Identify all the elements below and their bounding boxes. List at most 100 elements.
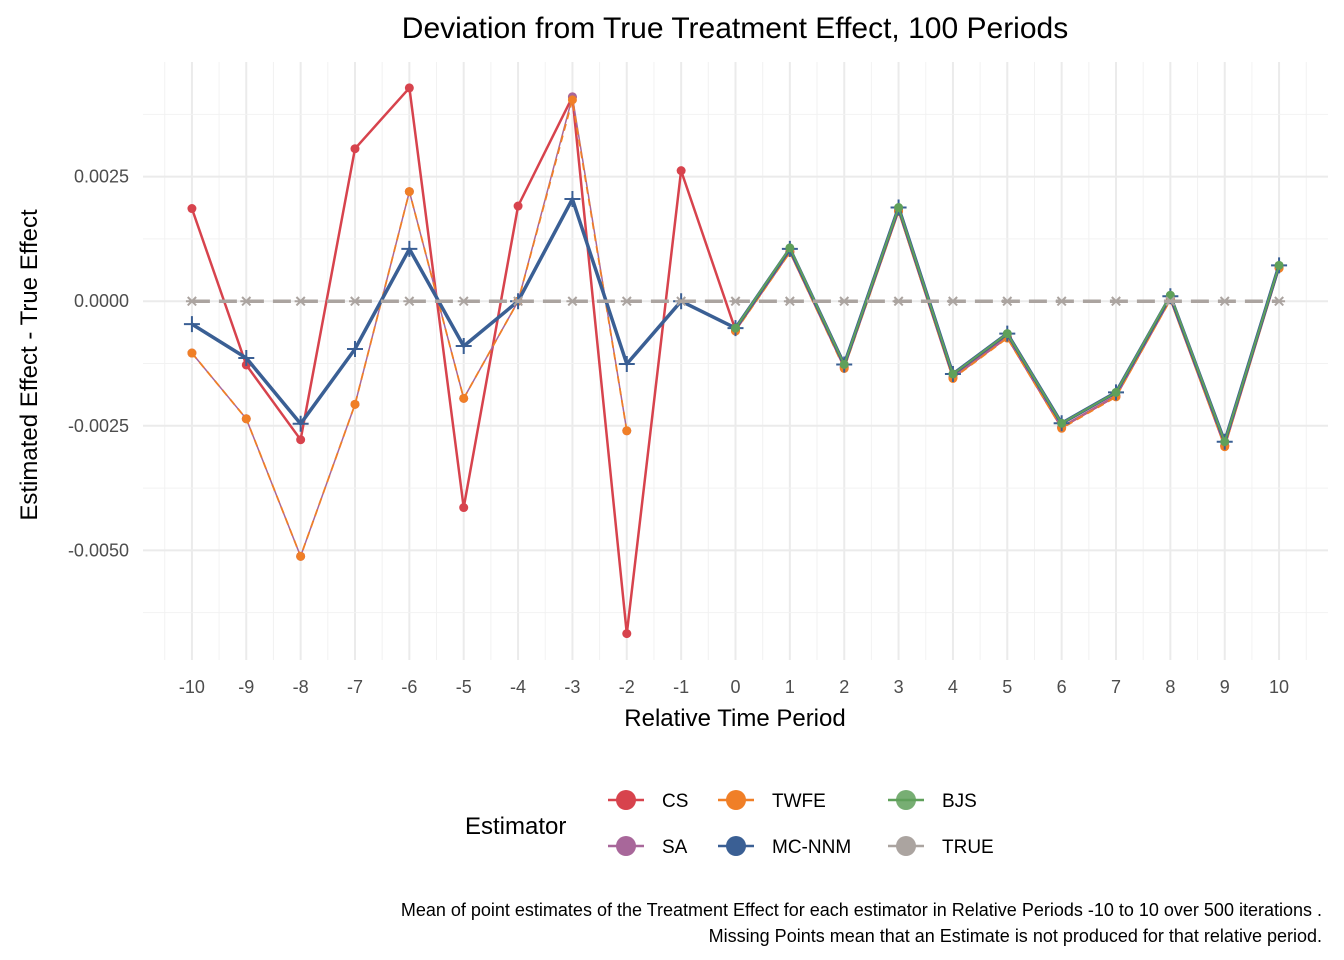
legend: Estimator CS TWFE BJS SA MC-NNM TRUE — [465, 790, 994, 858]
data-point-twfe — [187, 348, 197, 358]
y-tick-label: -0.0025 — [68, 416, 129, 436]
y-axis-title: Estimated Effect - True Effect — [16, 209, 43, 521]
y-tick-label: 0.0000 — [74, 291, 129, 311]
x-tick-label: -7 — [347, 677, 363, 697]
legend-item-mc-nnm: MC-NNM — [718, 836, 851, 858]
data-point-cs — [676, 166, 686, 176]
data-point-true — [1001, 296, 1014, 307]
x-tick-label: 1 — [785, 677, 795, 697]
data-point-mc-nnm — [238, 350, 255, 367]
data-point-cs — [404, 83, 414, 93]
legend-item-twfe: TWFE — [718, 790, 826, 812]
data-point-twfe — [622, 426, 632, 436]
data-point-mc-nnm — [346, 341, 363, 358]
y-tick-label: -0.0050 — [68, 540, 129, 560]
data-point-mc-nnm — [183, 316, 200, 333]
chart-title: Deviation from True Treatment Effect, 10… — [402, 12, 1068, 45]
data-point-bjs — [894, 203, 904, 213]
x-tick-label: 3 — [894, 677, 904, 697]
data-point-true — [1218, 296, 1231, 307]
data-point-bjs — [948, 369, 958, 379]
data-point-true — [348, 296, 361, 307]
data-point-true — [783, 296, 796, 307]
legend-key-marker-mc-nnm — [726, 836, 746, 856]
legend-key-marker-bjs — [896, 790, 916, 810]
data-point-bjs — [839, 359, 849, 369]
data-point-twfe — [296, 551, 306, 561]
data-point-twfe — [567, 95, 577, 105]
legend-label-sa: SA — [662, 837, 688, 858]
x-tick-label: 2 — [839, 677, 849, 697]
x-tick-label: -5 — [456, 677, 472, 697]
data-point-true — [403, 296, 416, 307]
data-point-true — [294, 296, 307, 307]
x-tick-label: 9 — [1220, 677, 1230, 697]
data-point-true — [838, 296, 851, 307]
caption: Mean of point estimates of the Treatment… — [401, 900, 1322, 946]
data-point-twfe — [459, 393, 469, 403]
legend-item-cs: CS — [608, 790, 688, 812]
legend-key-marker-true — [896, 836, 916, 856]
x-tick-label: -10 — [179, 677, 205, 697]
data-point-true — [1164, 296, 1177, 307]
data-point-bjs — [1165, 290, 1175, 300]
legend-item-bjs: BJS — [888, 790, 977, 812]
x-tick-label: 4 — [948, 677, 958, 697]
x-tick-label: 0 — [730, 677, 740, 697]
data-point-true — [566, 296, 579, 307]
data-point-true — [620, 296, 633, 307]
data-point-twfe — [241, 414, 251, 424]
data-point-twfe — [404, 187, 414, 197]
data-point-cs — [187, 204, 197, 214]
x-tick-label: 8 — [1165, 677, 1175, 697]
x-tick-label: -9 — [238, 677, 254, 697]
data-point-bjs — [1057, 418, 1067, 428]
x-tick-label: -3 — [564, 677, 580, 697]
series-layer — [183, 83, 1288, 639]
x-tick-label: -8 — [293, 677, 309, 697]
x-tick-label: -1 — [673, 677, 689, 697]
data-point-bjs — [1002, 329, 1012, 339]
data-point-twfe — [350, 399, 360, 409]
y-axis-ticks: 0.0025 0.0000 -0.0025 -0.0050 — [68, 167, 129, 561]
data-point-bjs — [1111, 387, 1121, 397]
data-point-mc-nnm — [564, 191, 581, 208]
x-tick-label: -2 — [619, 677, 635, 697]
legend-key-marker-cs — [616, 790, 636, 810]
data-point-bjs — [1274, 260, 1284, 270]
data-point-true — [729, 296, 742, 307]
legend-key-marker-sa — [616, 836, 636, 856]
legend-item-true: TRUE — [888, 836, 994, 858]
caption-line-2: Missing Points mean that an Estimate is … — [709, 926, 1322, 946]
series-bjs — [731, 203, 1284, 447]
data-point-true — [675, 296, 688, 307]
legend-label-bjs: BJS — [942, 791, 977, 812]
data-point-true — [1273, 296, 1286, 307]
data-point-cs — [513, 201, 523, 211]
data-point-cs — [296, 435, 306, 445]
data-point-true — [1055, 296, 1068, 307]
data-point-true — [1110, 296, 1122, 307]
legend-item-sa: SA — [608, 836, 688, 858]
data-point-mc-nnm — [618, 355, 635, 372]
x-axis-ticks: -10 -9 -8 -7 -6 -5 -4 -3 -2 -1 0 1 2 3 4 5 6 7 8 9 10 — [179, 677, 1289, 697]
x-tick-label: -4 — [510, 677, 526, 697]
legend-label-twfe: TWFE — [772, 791, 826, 812]
legend-label-mc-nnm: MC-NNM — [772, 837, 851, 858]
data-point-mc-nnm — [292, 415, 309, 432]
data-point-true — [240, 296, 253, 307]
legend-title: Estimator — [465, 813, 566, 840]
data-point-bjs — [785, 243, 795, 253]
data-point-cs — [459, 503, 469, 513]
grid — [143, 62, 1328, 660]
data-point-bjs — [731, 323, 740, 333]
data-point-true — [892, 296, 905, 307]
x-tick-label: 10 — [1269, 677, 1289, 697]
data-point-true — [946, 296, 959, 307]
data-point-true — [512, 296, 525, 307]
x-tick-label: 6 — [1057, 677, 1067, 697]
caption-line-1: Mean of point estimates of the Treatment… — [401, 900, 1322, 920]
data-point-bjs — [1220, 437, 1230, 447]
